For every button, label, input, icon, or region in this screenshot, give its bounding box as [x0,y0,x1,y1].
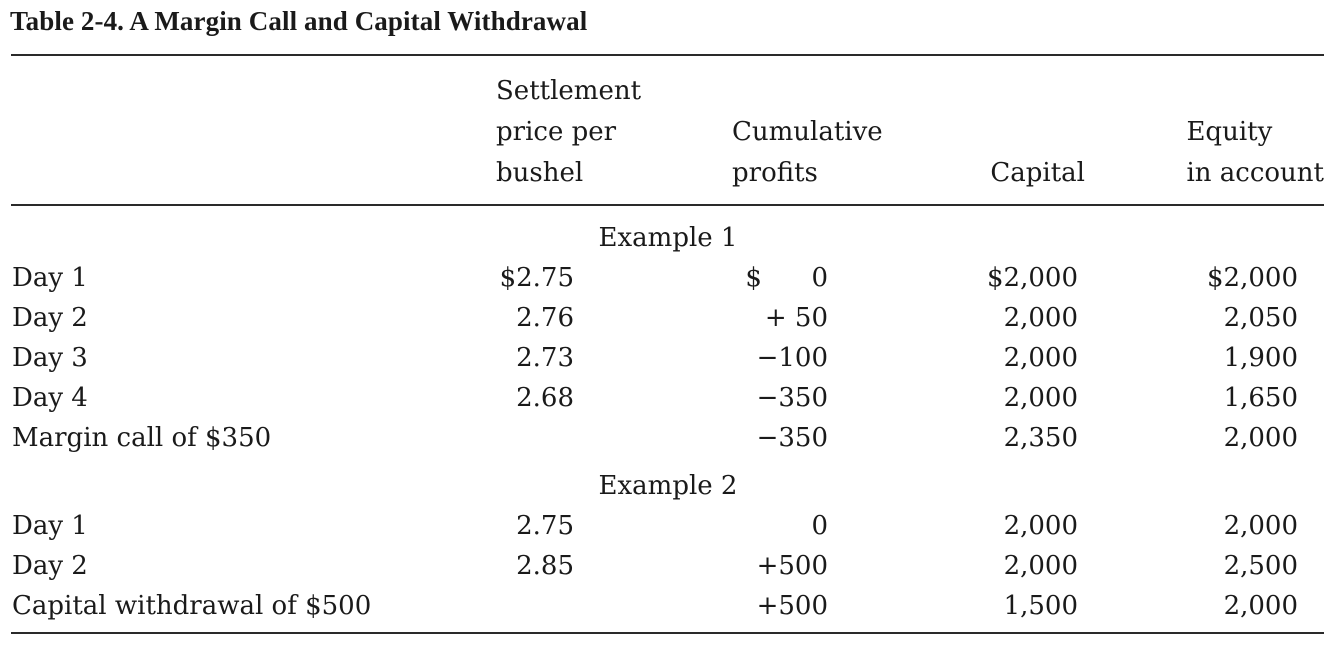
table-row: Day 1 2.75 0 2,000 2,000 [0,506,1336,546]
profit-cell: $ 0 [745,258,828,298]
row-label: Margin call of $350 [12,423,272,453]
profit-cell: −350 [756,423,828,453]
row-label: Day 3 [12,343,88,373]
equity-cell: $2,000 [1207,263,1298,293]
header-profits-line-2: profits [732,158,818,188]
equity-cell: 2,050 [1223,303,1298,333]
capital-cell: 1,500 [1003,591,1078,621]
header-capital-line-1: Capital [990,158,1085,188]
header-capital: Capital [990,153,1085,194]
capital-cell: 2,000 [1003,343,1078,373]
capital-cell: 2,000 [1003,551,1078,581]
capital-cell: 2,000 [1003,511,1078,541]
profit-cell: + 50 [764,303,828,333]
row-label: Day 1 [12,263,88,293]
price-cell: $2.75 [499,263,574,293]
capital-cell: $2,000 [987,263,1078,293]
equity-cell: 2,500 [1223,551,1298,581]
equity-cell: 1,900 [1223,343,1298,373]
table-row: Day 3 2.73 −100 2,000 1,900 [0,338,1336,378]
profit-cell: −100 [756,343,828,373]
header-profits: Cumulative profits [732,112,883,194]
row-label: Day 4 [12,383,88,413]
price-cell: 2.76 [516,303,574,333]
header-price-line-2: price per [496,117,617,147]
price-cell: 2.85 [516,551,574,581]
profit-cell: +500 [756,551,828,581]
capital-cell: 2,000 [1003,303,1078,333]
price-cell: 2.75 [516,511,574,541]
header-equity: Equity in account [1186,112,1324,194]
profit-cell: −350 [756,383,828,413]
table-row: Day 1 $2.75 $ 0 $2,000 $2,000 [0,258,1336,298]
row-label: Day 2 [12,551,88,581]
example-2-label: Example 2 [598,471,738,501]
price-cell: 2.68 [516,383,574,413]
equity-cell: 1,650 [1223,383,1298,413]
capital-cell: 2,000 [1003,383,1078,413]
table-row: Capital withdrawal of $500 +500 1,500 2,… [0,586,1336,626]
row-label: Day 1 [12,511,88,541]
header-equity-line-1: Equity [1186,117,1273,147]
profit-value: $ 0 [745,263,828,293]
profit-cell: 0 [811,511,828,541]
profit-cell: +500 [756,591,828,621]
equity-cell: 2,000 [1223,511,1298,541]
equity-cell: 2,000 [1223,591,1298,621]
header-price: Settlement price per bushel [496,71,641,194]
table-row: Margin call of $350 −350 2,350 2,000 [0,418,1336,458]
table-title: Table 2-4. A Margin Call and Capital Wit… [10,6,588,36]
equity-cell: 2,000 [1223,423,1298,453]
bottom-rule [11,632,1324,634]
row-label: Day 2 [12,303,88,333]
header-profits-line-1: Cumulative [732,117,883,147]
table-row: Day 4 2.68 −350 2,000 1,650 [0,378,1336,418]
table-row: Day 2 2.76 + 50 2,000 2,050 [0,298,1336,338]
capital-cell: 2,350 [1003,423,1078,453]
table-row: Day 2 2.85 +500 2,000 2,500 [0,546,1336,586]
example-1-label: Example 1 [598,223,738,253]
header-price-line-1: Settlement [496,76,642,106]
header-rule [11,204,1324,206]
header-price-line-3: bushel [496,158,584,188]
row-label: Capital withdrawal of $500 [12,591,372,621]
price-cell: 2.73 [516,343,574,373]
header-equity-line-2: in account [1186,158,1324,188]
top-rule [11,54,1324,56]
